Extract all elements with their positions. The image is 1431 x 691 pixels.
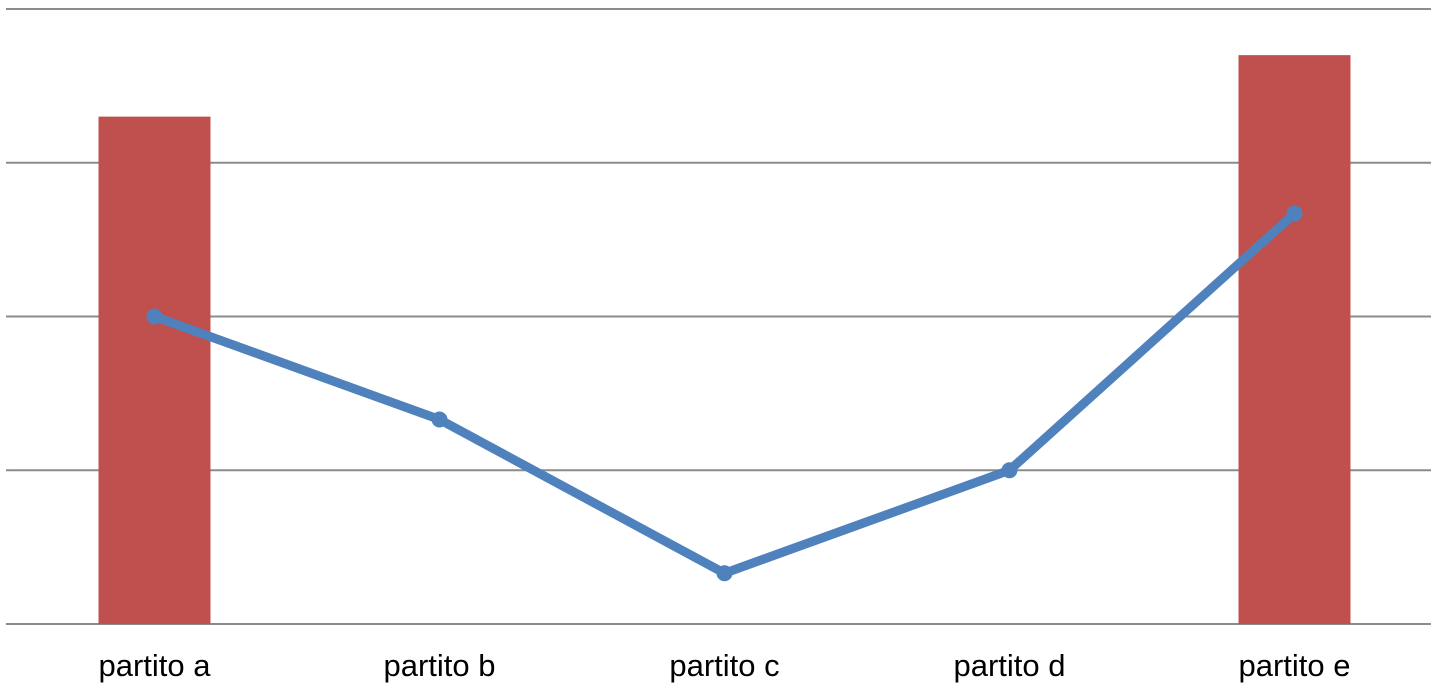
series-line [150,208,1299,578]
line-point-partito-b [431,411,448,428]
bar-partito-a [98,116,211,624]
line-point-partito-a [146,308,163,325]
line-layer [146,205,1303,582]
bar-layer [98,55,1351,624]
grid-layer [6,8,1431,625]
x-tick-label: partito c [669,648,779,683]
bar-partito-e [1238,55,1351,624]
x-tick-label: partito e [1238,648,1350,683]
line-point-partito-c [716,565,733,582]
x-tick-label: partito a [98,648,211,683]
line-point-partito-e [1286,205,1303,222]
x-tick-label: partito d [953,648,1065,683]
label-layer: partito a partito b partito c partito d part… [98,648,1350,683]
line-point-partito-d [1001,462,1018,479]
x-tick-label: partito b [383,648,495,683]
